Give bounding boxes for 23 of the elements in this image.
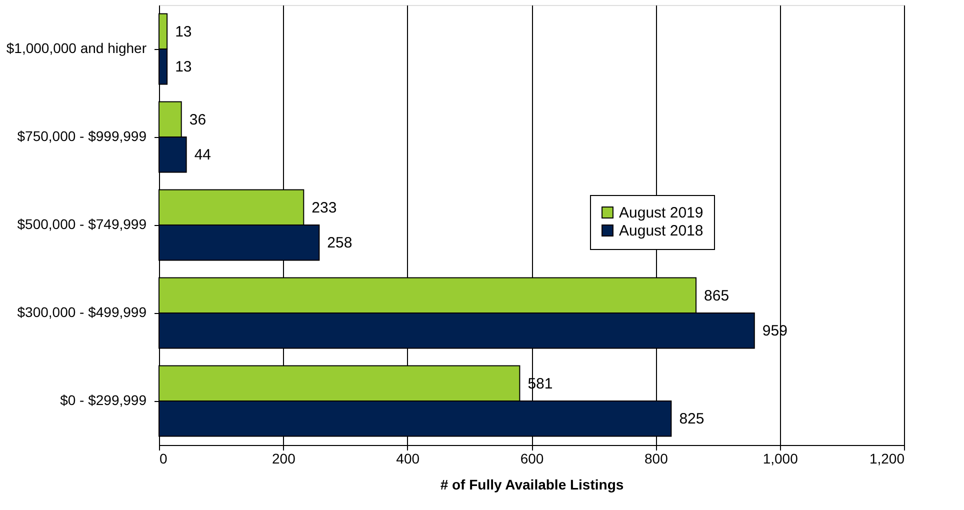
x-tick-label: 400 bbox=[396, 450, 420, 466]
data-label: 44 bbox=[194, 146, 212, 164]
legend-label: August 2019 bbox=[619, 204, 704, 222]
x-tick-label: 200 bbox=[272, 450, 296, 466]
data-label: 258 bbox=[327, 234, 352, 252]
data-label: 233 bbox=[312, 199, 337, 216]
y-tick-label: $1,000,000 and higher bbox=[6, 40, 147, 56]
legend-label: August 2018 bbox=[619, 222, 704, 240]
x-tick-label: 1,200 bbox=[869, 450, 905, 466]
y-tick-label: $750,000 - $999,999 bbox=[17, 128, 147, 144]
x-tick-label: 600 bbox=[520, 450, 544, 466]
data-label: 865 bbox=[704, 287, 730, 304]
data-label: 825 bbox=[679, 410, 704, 428]
y-tick-label: $500,000 - $749,999 bbox=[17, 216, 147, 232]
y-tick-label: $300,000 - $499,999 bbox=[17, 304, 147, 320]
y-tick-label: $0 - $299,999 bbox=[60, 392, 147, 408]
x-axis-title: # of Fully Available Listings bbox=[440, 476, 624, 492]
data-label: 13 bbox=[175, 58, 192, 76]
x-tick-label: 0 bbox=[160, 450, 168, 466]
data-label: 13 bbox=[175, 23, 192, 40]
x-tick-label: 1,000 bbox=[762, 450, 798, 466]
x-tick-label: 800 bbox=[644, 450, 668, 466]
data-label: 36 bbox=[189, 111, 206, 128]
